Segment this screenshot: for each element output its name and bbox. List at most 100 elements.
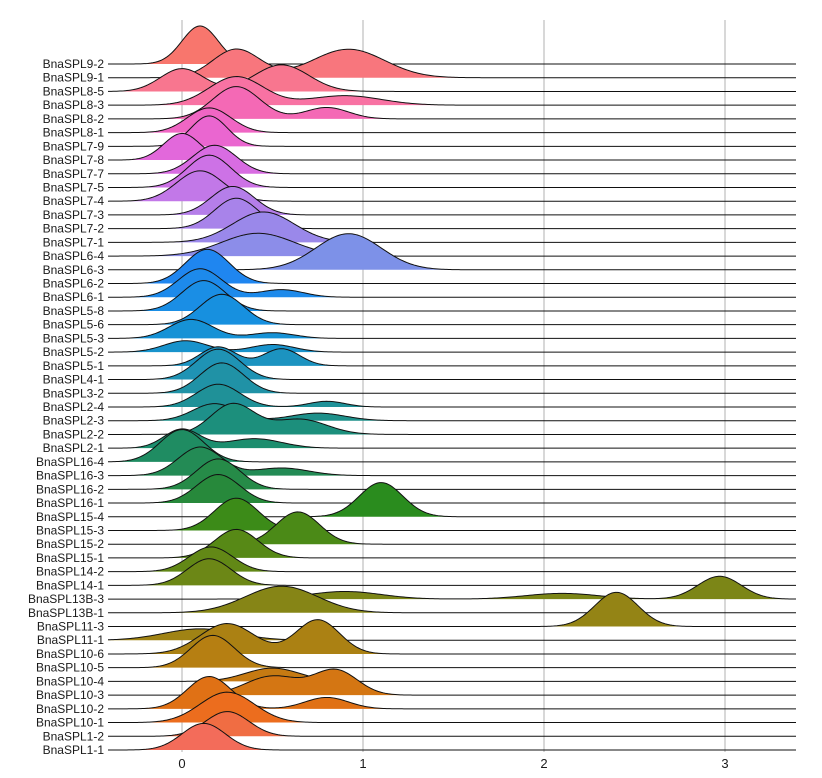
y-tick-label: BnaSPL16-1 <box>36 496 104 510</box>
ridge-outline-bnaspl7-1 <box>108 211 796 243</box>
y-tick-label: BnaSPL7-1 <box>43 235 105 249</box>
ridge-outline-bnaspl6-4 <box>107 232 796 257</box>
ridge-fill-bnaspl11-1 <box>108 628 796 641</box>
ridge-fill-bnaspl8-1 <box>108 107 796 133</box>
ridge-bnaspl16-2 <box>108 458 796 490</box>
y-tick-label: BnaSPL15-4 <box>36 510 104 524</box>
ridge-fill-bnaspl7-8 <box>108 133 796 161</box>
y-tick-label: BnaSPL15-3 <box>36 523 104 537</box>
y-tick-label: BnaSPL10-3 <box>36 688 104 702</box>
y-tick-label: BnaSPL2-3 <box>43 414 105 428</box>
y-tick-label: BnaSPL5-3 <box>43 331 105 345</box>
y-tick-label: BnaSPL15-1 <box>36 551 104 565</box>
ridge-bnaspl3-2 <box>108 362 796 394</box>
ridge-fill-bnaspl15-1 <box>108 529 796 558</box>
ridge-outline-bnaspl10-6 <box>108 619 796 655</box>
ridge-fill-bnaspl14-2 <box>108 546 796 572</box>
y-tick-label: BnaSPL5-1 <box>43 359 105 373</box>
ridge-outline-bnaspl2-3 <box>108 403 796 422</box>
y-tick-label: BnaSPL14-2 <box>36 565 104 579</box>
ridge-fill-bnaspl10-5 <box>108 635 796 668</box>
ridge-outline-bnaspl2-4 <box>108 383 796 408</box>
ridge-outline-bnaspl16-3 <box>108 446 796 477</box>
ridge-outline-bnaspl10-2 <box>108 676 796 710</box>
ridge-bnaspl10-6 <box>108 619 796 655</box>
ridge-fill-bnaspl15-3 <box>108 498 796 531</box>
y-tick-label: BnaSPL11-3 <box>37 620 104 634</box>
ridge-fill-bnaspl7-4 <box>108 170 796 202</box>
ridge-bnaspl7-1 <box>108 211 796 243</box>
y-tick-label: BnaSPL7-3 <box>43 208 105 222</box>
ridge-bnaspl1-1 <box>108 722 796 751</box>
ridge-outline-bnaspl13b-3 <box>108 575 797 600</box>
ridge-bnaspl14-1 <box>108 558 796 586</box>
ridge-bnaspl9-2 <box>108 25 796 65</box>
ridge-outline-bnaspl6-1 <box>108 268 796 298</box>
ridge-bnaspl6-4 <box>107 232 796 257</box>
y-tick-label: BnaSPL6-1 <box>43 290 105 304</box>
ridge-fill-bnaspl2-4 <box>108 384 796 407</box>
y-tick-label: BnaSPL1-2 <box>43 729 105 743</box>
y-tick-label: BnaSPL7-9 <box>43 139 105 153</box>
ridge-outline-bnaspl7-9 <box>108 115 796 147</box>
x-tick-label-3: 3 <box>721 756 728 771</box>
ridge-fill-bnaspl1-1 <box>108 723 796 750</box>
ridge-outline-bnaspl15-1 <box>108 528 796 559</box>
ridge-fill-bnaspl10-2 <box>108 676 796 709</box>
ridge-bnaspl8-2 <box>108 86 796 120</box>
y-tick-label: BnaSPL7-2 <box>43 222 105 236</box>
ridge-fill-bnaspl10-3 <box>108 669 796 696</box>
ridge-outline-bnaspl7-7 <box>108 144 796 175</box>
y-tick-label: BnaSPL7-7 <box>43 167 105 181</box>
ridge-outline-bnaspl9-2 <box>108 25 796 65</box>
y-tick-label: BnaSPL7-4 <box>43 194 105 208</box>
ridge-outline-bnaspl14-1 <box>108 558 796 586</box>
y-tick-label: BnaSPL2-1 <box>43 441 105 455</box>
ridge-outline-bnaspl6-2 <box>108 248 796 285</box>
y-tick-label: BnaSPL2-4 <box>43 400 105 414</box>
ridge-outline-bnaspl7-4 <box>107 170 796 202</box>
ridge-fill-bnaspl6-4 <box>108 233 796 257</box>
ridge-bnaspl2-4 <box>108 383 796 408</box>
ridge-fill-bnaspl5-6 <box>108 294 796 325</box>
y-tick-label: BnaSPL16-2 <box>36 482 104 496</box>
ridge-bnaspl1-2 <box>108 711 796 737</box>
y-tick-label: BnaSPL2-2 <box>43 427 105 441</box>
y-tick-label: BnaSPL10-4 <box>36 674 104 688</box>
ridge-outline-bnaspl14-2 <box>108 546 796 573</box>
y-tick-label: BnaSPL1-1 <box>43 743 105 757</box>
y-tick-label: BnaSPL7-5 <box>43 180 105 194</box>
ridge-fill-bnaspl2-3 <box>108 403 796 421</box>
ridge-bnaspl10-2 <box>108 676 796 710</box>
ridge-fill-bnaspl9-2 <box>108 26 796 64</box>
ridge-fill-bnaspl6-2 <box>108 249 796 284</box>
ridge-outline-bnaspl2-1 <box>107 428 796 449</box>
ridge-outline-bnaspl3-2 <box>108 362 796 394</box>
ridge-fill-bnaspl5-3 <box>108 319 796 339</box>
ridge-outline-bnaspl5-1 <box>108 346 796 367</box>
y-tick-label: BnaSPL6-2 <box>43 277 105 291</box>
ridge-bnaspl6-2 <box>108 248 796 285</box>
y-tick-label: BnaSPL6-4 <box>43 249 105 263</box>
x-tick-label-1: 1 <box>359 756 366 771</box>
ridge-bnaspl7-2 <box>108 197 796 230</box>
ridge-outline-bnaspl15-3 <box>108 497 796 531</box>
ridge-bnaspl8-1 <box>108 107 796 134</box>
y-tick-label: BnaSPL8-3 <box>43 98 105 112</box>
ridge-bnaspl15-3 <box>108 497 796 531</box>
ridge-fill-bnaspl10-1 <box>108 692 796 723</box>
ridge-fill-bnaspl15-2 <box>108 511 796 545</box>
y-tick-label: BnaSPL7-8 <box>43 153 105 167</box>
ridge-outline-bnaspl8-2 <box>108 86 796 120</box>
ridge-fill-bnaspl16-1 <box>108 474 796 504</box>
y-tick-label: BnaSPL14-1 <box>36 578 104 592</box>
ridge-outline-bnaspl10-5 <box>108 634 796 669</box>
ridge-bnaspl16-1 <box>108 474 796 504</box>
y-tick-label: BnaSPL4-1 <box>43 373 105 387</box>
ridge-fill-bnaspl13b-1 <box>108 586 796 613</box>
ridge-fill-bnaspl16-2 <box>108 458 796 490</box>
ridge-fill-bnaspl7-2 <box>108 198 796 229</box>
ridge-outline-bnaspl5-6 <box>108 293 796 326</box>
ridge-bnaspl8-3 <box>108 76 796 106</box>
x-axis-labels: 0 1 2 3 <box>178 756 728 771</box>
